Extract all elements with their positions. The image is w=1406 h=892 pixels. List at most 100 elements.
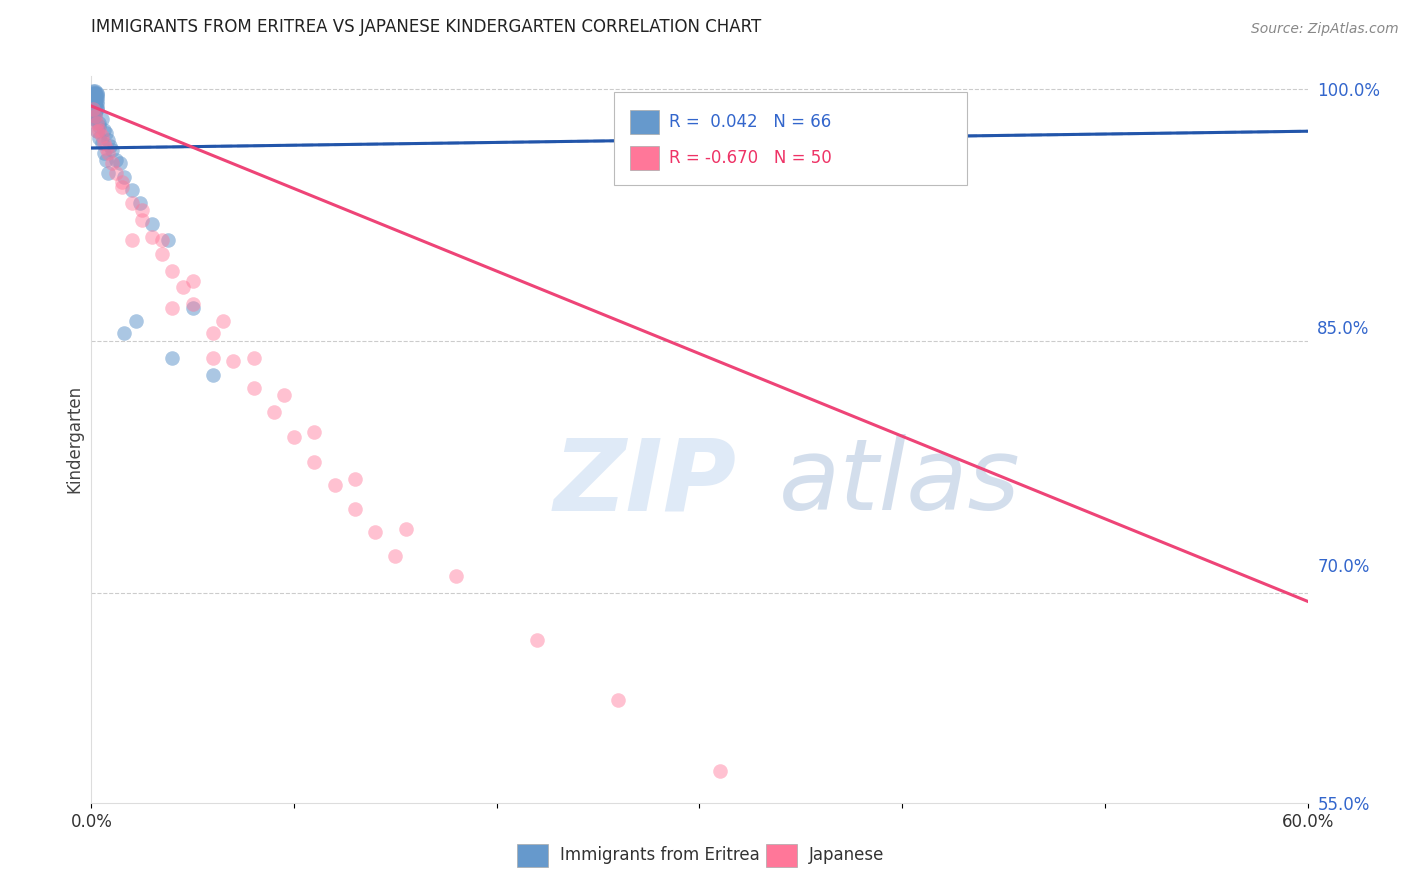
Point (82, 97, 104, 112)
Point (90, 112, 112, 127)
Point (100, 156, 122, 170)
Point (129, 196, 152, 211)
Point (607, 693, 630, 707)
Point (84, 104, 107, 119)
Point (384, 549, 406, 563)
Point (108, 156, 131, 170)
Point (82, 112, 104, 127)
Point (162, 351, 184, 365)
Point (343, 472, 366, 486)
Point (86, 101, 108, 115)
Text: R = -0.670   N = 50: R = -0.670 N = 50 (669, 149, 832, 168)
Text: Japanese: Japanese (808, 847, 884, 864)
Point (891, 871, 914, 886)
Point (84, 103, 107, 117)
Point (131, 213, 153, 227)
Point (93, 122, 115, 136)
Point (86, 124, 108, 138)
Point (141, 217, 163, 231)
Point (97, 133, 120, 147)
Point (82, 86, 104, 100)
Point (104, 166, 127, 180)
Point (84, 92, 107, 106)
Point (89, 122, 111, 136)
Point (84, 86, 107, 100)
Point (526, 632, 548, 647)
Point (242, 381, 264, 395)
Point (304, 425, 326, 439)
Point (84, 99, 107, 113)
Point (202, 351, 225, 365)
Point (112, 326, 135, 340)
Text: Immigrants from Eritrea: Immigrants from Eritrea (560, 847, 759, 864)
Point (157, 233, 180, 247)
Point (84, 89, 107, 103)
Text: R =  0.042   N = 66: R = 0.042 N = 66 (669, 113, 831, 131)
Point (90, 136, 112, 150)
Point (141, 230, 163, 244)
Point (82, 84, 104, 98)
Point (323, 478, 346, 492)
Bar (630, 146, 659, 170)
Point (364, 525, 387, 540)
Point (202, 326, 225, 340)
Point (84, 87, 107, 102)
Point (242, 351, 264, 365)
Point (89, 119, 111, 133)
Point (100, 143, 122, 157)
Point (86, 94, 108, 108)
Point (98, 139, 121, 153)
Point (82, 99, 104, 113)
Point (790, 814, 813, 829)
Point (94, 141, 117, 155)
Text: Source: ZipAtlas.com: Source: ZipAtlas.com (1251, 21, 1399, 36)
Point (82, 103, 104, 117)
Point (86, 97, 108, 112)
Point (86, 124, 108, 138)
Point (150, 247, 173, 261)
Point (86, 86, 108, 100)
Point (84, 90, 107, 104)
Point (93, 146, 115, 161)
Point (84, 105, 107, 120)
Point (84, 95, 107, 110)
Point (111, 175, 134, 189)
Point (162, 301, 184, 315)
Point (212, 314, 235, 328)
Point (283, 430, 305, 444)
Point (263, 404, 285, 418)
Point (181, 301, 204, 315)
Point (84, 109, 107, 123)
Point (150, 233, 173, 247)
Point (84, 84, 107, 98)
Point (82, 107, 104, 121)
Point (82, 92, 104, 106)
Point (444, 569, 467, 583)
Point (131, 203, 153, 218)
Point (304, 455, 326, 469)
Point (97, 166, 120, 180)
Point (112, 169, 135, 184)
Bar (630, 110, 659, 134)
Point (82, 94, 104, 108)
Point (86, 103, 108, 117)
Point (82, 87, 104, 102)
Point (125, 314, 148, 328)
Point (86, 90, 108, 104)
Text: ZIP: ZIP (554, 434, 737, 532)
Point (121, 196, 143, 211)
Point (343, 502, 366, 516)
Text: IMMIGRANTS FROM ERITREA VS JAPANESE KINDERGARTEN CORRELATION CHART: IMMIGRANTS FROM ERITREA VS JAPANESE KIND… (91, 18, 762, 36)
Point (172, 280, 194, 294)
Point (82, 104, 104, 119)
Point (394, 522, 416, 536)
Point (89, 116, 111, 130)
Point (97, 146, 120, 161)
Point (82, 90, 104, 104)
Point (82, 89, 104, 103)
Point (104, 153, 127, 167)
Point (89, 131, 111, 145)
Y-axis label: Kindergarten: Kindergarten (65, 385, 83, 493)
Point (162, 263, 184, 277)
Point (84, 97, 107, 112)
